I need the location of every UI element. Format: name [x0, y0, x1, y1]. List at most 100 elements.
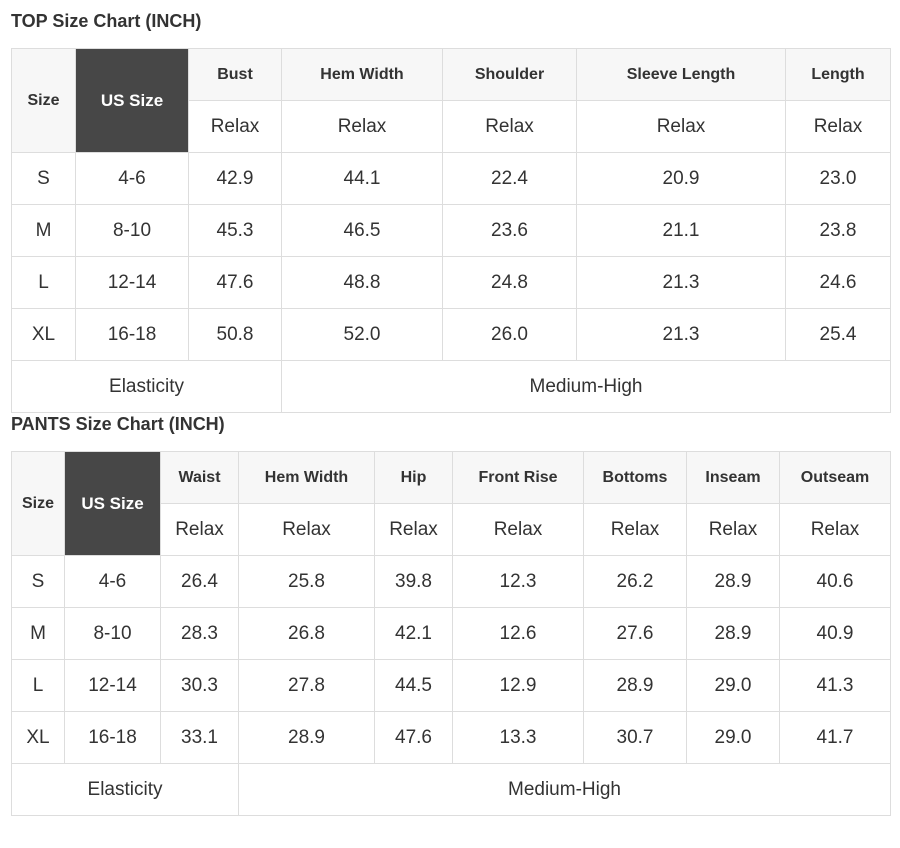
fit-subheader: Relax: [576, 100, 786, 153]
column-header: Outseam: [779, 451, 891, 504]
table-cell: 26.4: [160, 555, 239, 608]
table-cell: 30.3: [160, 659, 239, 712]
fit-subheader: Relax: [452, 503, 584, 556]
table-cell: 26.2: [583, 555, 687, 608]
table-cell: 16-18: [64, 711, 161, 764]
table-row: L 12-14 47.6 48.8 24.8 21.3 24.6: [11, 256, 891, 309]
table-cell: 16-18: [75, 308, 189, 361]
table-cell: 12.9: [452, 659, 584, 712]
fit-subheader: Relax: [238, 503, 375, 556]
table-cell: 27.8: [238, 659, 375, 712]
top-size-table: Size US Size Bust Hem Width Shoulder Sleeve L…: [11, 48, 891, 413]
table-cell: 45.3: [188, 204, 282, 257]
table-cell: 47.6: [374, 711, 453, 764]
column-header: Bust: [188, 48, 282, 101]
table-cell: S: [11, 555, 65, 608]
column-header: Bottoms: [583, 451, 687, 504]
table-cell: 4-6: [75, 152, 189, 205]
table-cell: 27.6: [583, 607, 687, 660]
table-cell: 25.4: [785, 308, 891, 361]
table-cell: 28.9: [238, 711, 375, 764]
table-cell: 28.9: [686, 555, 780, 608]
table-cell: 21.1: [576, 204, 786, 257]
table-cell: M: [11, 607, 65, 660]
table-cell: L: [11, 256, 76, 309]
table-cell: 24.8: [442, 256, 577, 309]
table-row: S 4-6 26.4 25.8 39.8 12.3 26.2 28.9 40.6: [11, 555, 891, 608]
table-cell: 13.3: [452, 711, 584, 764]
table-cell: 39.8: [374, 555, 453, 608]
elasticity-value: Medium-High: [238, 763, 891, 816]
table-cell: 12.6: [452, 607, 584, 660]
table-row: M 8-10 45.3 46.5 23.6 21.1 23.8: [11, 204, 891, 257]
column-header: Inseam: [686, 451, 780, 504]
table-cell: XL: [11, 711, 65, 764]
table-cell: 41.3: [779, 659, 891, 712]
table-cell: 46.5: [281, 204, 443, 257]
column-header: Hip: [374, 451, 453, 504]
column-header: Length: [785, 48, 891, 101]
table-cell: 22.4: [442, 152, 577, 205]
table-cell: 21.3: [576, 308, 786, 361]
fit-subheader: Relax: [583, 503, 687, 556]
table-cell: 28.9: [583, 659, 687, 712]
column-header: Waist: [160, 451, 239, 504]
size-header: Size: [11, 48, 76, 153]
table-cell: S: [11, 152, 76, 205]
fit-subheader: Relax: [374, 503, 453, 556]
table-cell: M: [11, 204, 76, 257]
column-header: Sleeve Length: [576, 48, 786, 101]
header-row: Size US Size Waist Hem Width Hip Front Rise Bo…: [11, 451, 891, 556]
table-row: M 8-10 28.3 26.8 42.1 12.6 27.6 28.9 40.9: [11, 607, 891, 660]
fit-subheader: Relax: [785, 100, 891, 153]
fit-subheader: Relax: [188, 100, 282, 153]
table-cell: 47.6: [188, 256, 282, 309]
table-cell: XL: [11, 308, 76, 361]
elasticity-label: Elasticity: [11, 763, 239, 816]
fit-subheader: Relax: [160, 503, 239, 556]
table-cell: 28.9: [686, 607, 780, 660]
table-cell: 30.7: [583, 711, 687, 764]
fit-subheader: Relax: [686, 503, 780, 556]
column-header: Hem Width: [281, 48, 443, 101]
elasticity-row: Elasticity Medium-High: [11, 763, 891, 816]
table-cell: 4-6: [64, 555, 161, 608]
subheader-row: Relax Relax Relax Relax Relax: [12, 100, 891, 153]
table-cell: 20.9: [576, 152, 786, 205]
table-row: S 4-6 42.9 44.1 22.4 20.9 23.0: [11, 152, 891, 205]
table-cell: 23.8: [785, 204, 891, 257]
elasticity-value: Medium-High: [281, 360, 891, 413]
pants-size-table: Size US Size Waist Hem Width Hip Front Rise Bo…: [11, 451, 891, 816]
table-cell: 12.3: [452, 555, 584, 608]
table-cell: 41.7: [779, 711, 891, 764]
elasticity-row: Elasticity Medium-High: [11, 360, 891, 413]
table-cell: 29.0: [686, 711, 780, 764]
table-cell: L: [11, 659, 65, 712]
table-row: L 12-14 30.3 27.8 44.5 12.9 28.9 29.0 41.3: [11, 659, 891, 712]
table-cell: 40.6: [779, 555, 891, 608]
table-cell: 21.3: [576, 256, 786, 309]
table-cell: 26.0: [442, 308, 577, 361]
table-cell: 50.8: [188, 308, 282, 361]
table-cell: 52.0: [281, 308, 443, 361]
column-header: Front Rise: [452, 451, 584, 504]
table-cell: 44.5: [374, 659, 453, 712]
table-cell: 8-10: [75, 204, 189, 257]
size-header: Size: [11, 451, 65, 556]
column-header: Hem Width: [238, 451, 375, 504]
table-cell: 8-10: [64, 607, 161, 660]
table-cell: 23.0: [785, 152, 891, 205]
pants-chart-title: PANTS Size Chart (INCH): [11, 414, 225, 434]
fit-subheader: Relax: [281, 100, 443, 153]
column-header: Shoulder: [442, 48, 577, 101]
fit-subheader: Relax: [442, 100, 577, 153]
table-cell: 28.3: [160, 607, 239, 660]
table-cell: 12-14: [75, 256, 189, 309]
table-cell: 42.9: [188, 152, 282, 205]
table-cell: 33.1: [160, 711, 239, 764]
us-size-header: US Size: [75, 48, 189, 153]
table-cell: 23.6: [442, 204, 577, 257]
top-chart-title: TOP Size Chart (INCH): [11, 11, 202, 31]
header-row: Size US Size Bust Hem Width Shoulder Sleeve L…: [11, 48, 891, 153]
fit-subheader: Relax: [779, 503, 891, 556]
